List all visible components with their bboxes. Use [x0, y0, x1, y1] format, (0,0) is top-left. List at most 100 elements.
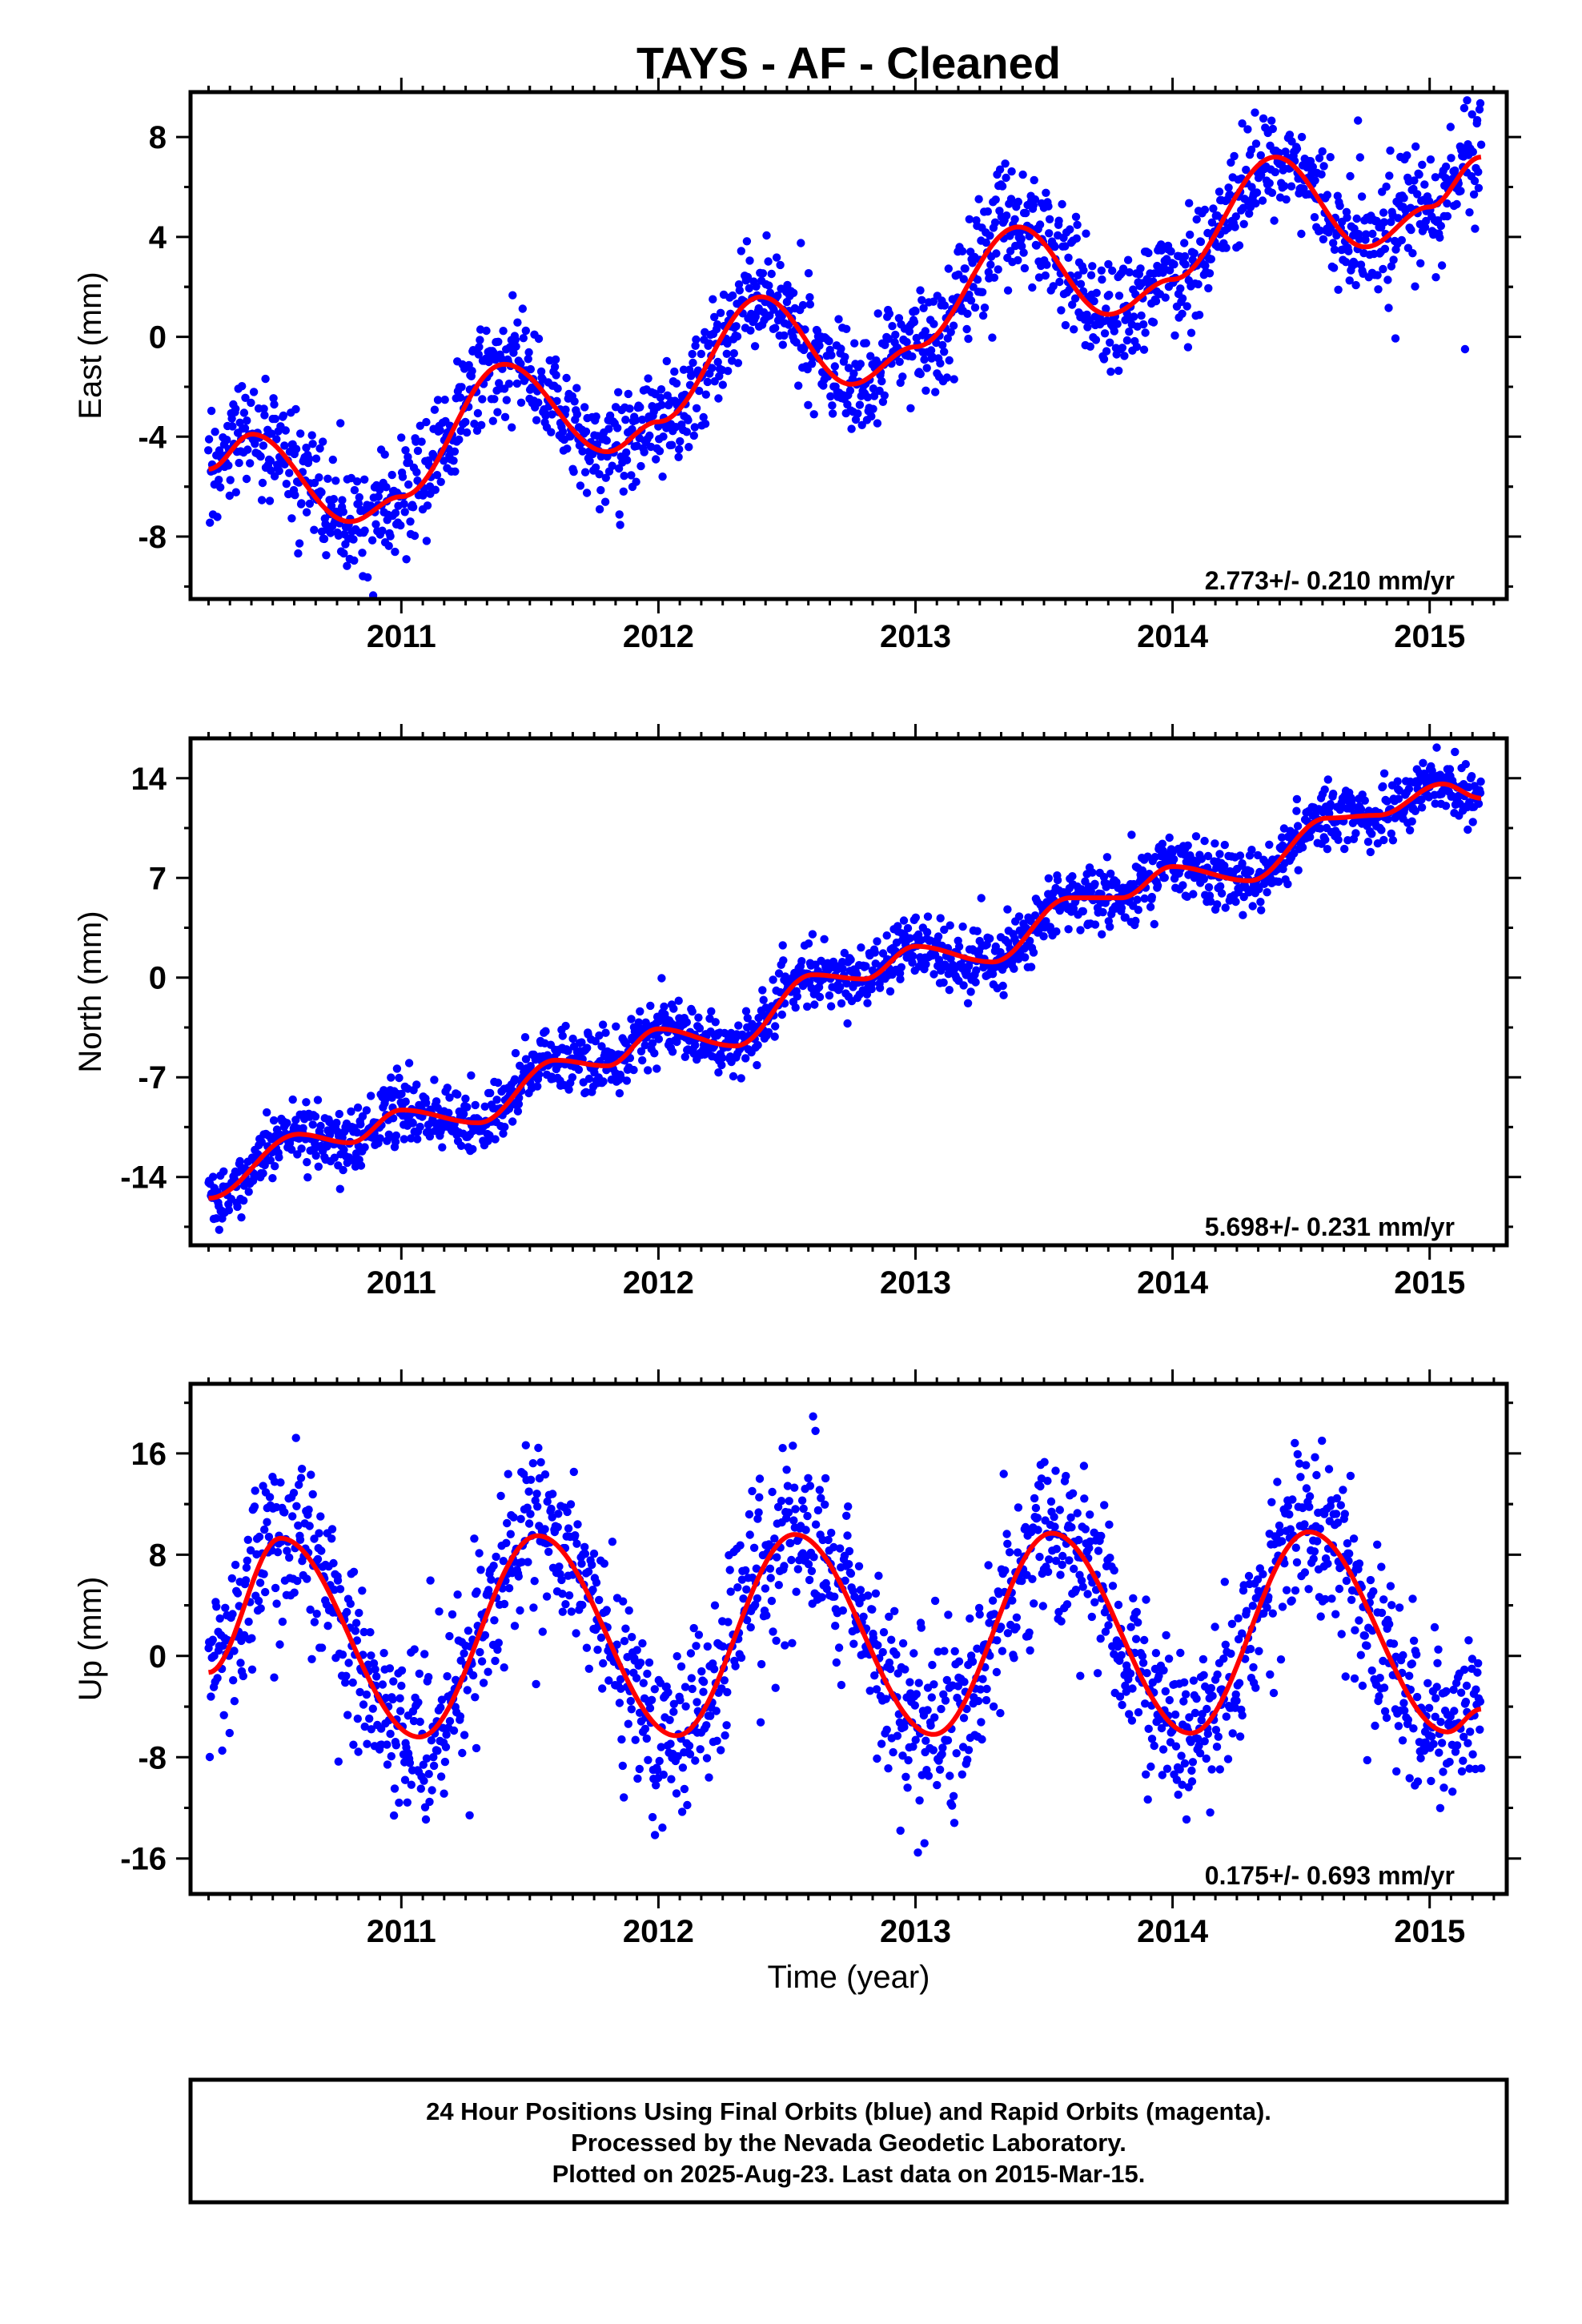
east-data-point: [440, 396, 449, 404]
north-data-point: [422, 1099, 431, 1108]
north-data-point: [564, 1047, 572, 1055]
east-data-point: [295, 539, 304, 548]
up-data-point: [242, 1563, 251, 1572]
east-data-point: [1341, 258, 1351, 267]
north-data-point: [303, 1173, 312, 1182]
north-data-point: [958, 922, 967, 931]
up-data-point: [436, 1703, 445, 1712]
north-data-point: [407, 1134, 416, 1143]
up-data-point: [632, 1646, 641, 1655]
north-scatter-points: [204, 743, 1485, 1234]
up-data-point: [805, 1482, 815, 1490]
east-data-point: [406, 517, 415, 526]
up-data-point: [930, 1680, 938, 1689]
up-data-point: [208, 1635, 217, 1644]
up-data-point: [592, 1578, 601, 1587]
east-data-point: [737, 247, 745, 255]
north-data-point: [707, 1007, 716, 1016]
east-data-point: [1425, 197, 1434, 206]
up-data-point: [313, 1554, 323, 1564]
up-data-point: [960, 1678, 969, 1687]
up-data-point: [685, 1750, 695, 1759]
east-data-point: [297, 499, 306, 508]
east-data-point: [1194, 279, 1203, 289]
east-data-point: [1352, 214, 1361, 223]
up-data-point: [887, 1635, 896, 1644]
east-data-point: [449, 456, 458, 465]
up-data-point: [921, 1736, 930, 1745]
east-data-point: [1421, 216, 1431, 226]
up-data-point: [351, 1618, 361, 1627]
up-data-point: [442, 1730, 451, 1739]
up-data-point: [801, 1526, 810, 1534]
east-data-point: [502, 396, 511, 404]
up-data-point: [479, 1679, 488, 1687]
up-data-point: [426, 1576, 435, 1585]
east-data-point: [570, 397, 579, 406]
east-x-tick-label: 2014: [1137, 619, 1209, 654]
east-data-point: [375, 485, 384, 494]
north-data-point: [362, 1106, 371, 1115]
east-data-point: [844, 364, 853, 372]
up-data-point: [312, 1610, 321, 1618]
north-data-point: [1395, 786, 1404, 795]
up-data-point: [877, 1739, 886, 1748]
up-data-point: [974, 1603, 984, 1613]
up-data-point: [954, 1657, 964, 1666]
east-data-point: [798, 300, 808, 310]
east-data-point: [1351, 280, 1360, 290]
north-data-point: [558, 1031, 567, 1040]
north-data-point: [694, 1013, 703, 1022]
up-data-point: [673, 1751, 682, 1761]
east-data-point: [541, 410, 551, 419]
up-data-point: [617, 1735, 626, 1744]
up-data-point: [207, 1692, 215, 1701]
north-data-point: [1247, 846, 1256, 854]
up-data-point: [669, 1707, 678, 1716]
up-data-point: [878, 1647, 887, 1657]
east-data-point: [1180, 239, 1189, 247]
east-data-point: [259, 441, 268, 450]
north-data-point: [515, 1093, 524, 1103]
east-data-point: [1019, 248, 1028, 257]
up-data-point: [251, 1486, 259, 1495]
north-data-point: [1199, 875, 1209, 884]
east-y-axis-label: East (mm): [73, 271, 108, 419]
east-data-point: [1418, 160, 1427, 169]
east-data-point: [1227, 158, 1235, 167]
north-data-point: [863, 999, 872, 1007]
east-data-point: [1373, 271, 1382, 279]
north-data-point: [1216, 882, 1225, 891]
east-data-point: [1188, 255, 1197, 264]
east-data-point: [436, 426, 444, 435]
up-data-point: [227, 1574, 236, 1583]
up-data-point: [621, 1624, 630, 1633]
north-data-point: [1419, 758, 1427, 767]
east-data-point: [1329, 263, 1339, 272]
north-data-point: [311, 1112, 320, 1121]
east-data-point: [1222, 243, 1231, 252]
north-data-point: [934, 932, 943, 941]
north-data-point: [972, 966, 981, 975]
north-data-point: [356, 1161, 366, 1170]
up-data-point: [365, 1714, 374, 1723]
east-data-point: [713, 320, 722, 329]
east-data-point: [251, 440, 259, 448]
up-data-point: [943, 1736, 953, 1745]
up-data-point: [659, 1770, 668, 1779]
east-data-point: [223, 436, 231, 444]
up-data-point: [476, 1566, 485, 1574]
east-data-point: [837, 344, 845, 353]
east-data-point: [343, 561, 351, 570]
east-data-point: [519, 334, 528, 343]
up-data-point: [333, 1576, 343, 1585]
up-data-point: [832, 1658, 841, 1667]
north-data-point: [769, 975, 777, 984]
up-data-point: [414, 1698, 423, 1707]
east-data-point: [1125, 267, 1134, 277]
north-data-point: [1021, 953, 1030, 962]
up-data-point: [484, 1667, 492, 1676]
east-data-point: [841, 352, 849, 361]
east-data-point: [708, 364, 717, 372]
north-data-point: [535, 1070, 544, 1079]
